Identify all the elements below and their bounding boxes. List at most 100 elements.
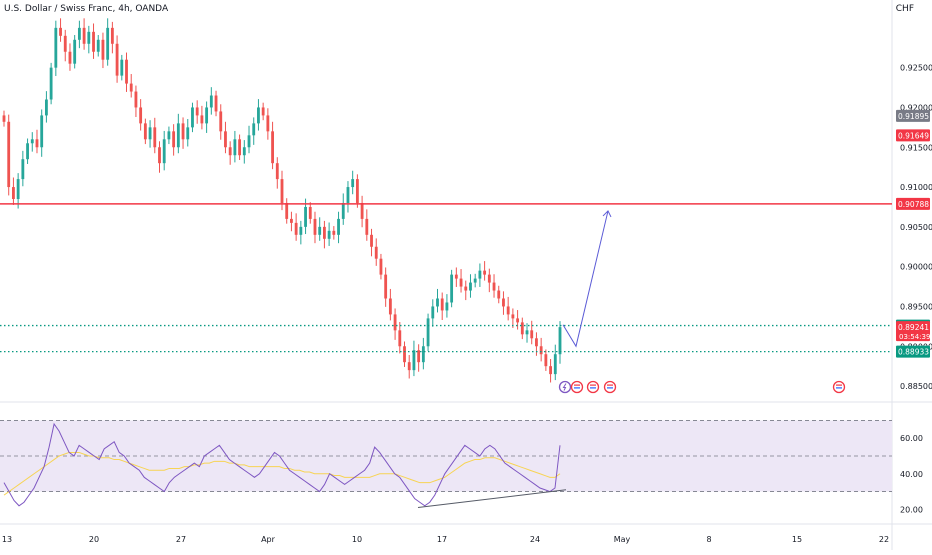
rsi-divergence-line <box>417 489 567 509</box>
price-label-bg <box>896 109 930 122</box>
rsi-line <box>3 422 561 507</box>
candle-body <box>219 111 223 132</box>
projection-path <box>562 210 609 348</box>
candle-body <box>242 147 246 156</box>
candle-body <box>506 306 510 315</box>
candle-body <box>304 206 307 227</box>
candle-body <box>186 127 190 140</box>
candle-body <box>516 318 520 323</box>
candle-body <box>445 302 449 311</box>
candle-body <box>247 135 251 148</box>
candle-body <box>257 107 260 124</box>
event-flash-icon <box>558 380 572 394</box>
candle-body <box>544 354 548 367</box>
time-tick-label: 13 <box>2 535 12 544</box>
candle-body <box>275 163 279 180</box>
event-flag-icon <box>570 380 584 394</box>
candle-body <box>134 91 138 108</box>
candle-body <box>426 318 430 347</box>
candle-body <box>313 218 317 235</box>
price-label-badge: 0.91895 <box>896 109 930 122</box>
candle-body <box>209 95 213 108</box>
candle-body <box>181 123 185 140</box>
candles-group <box>2 18 562 383</box>
candle-body <box>59 27 62 36</box>
candle-body <box>553 354 557 375</box>
candle-body <box>26 143 29 160</box>
price-label-bg <box>896 129 930 142</box>
candle-body <box>16 179 20 199</box>
chart-title: U.S. Dollar / Swiss Franc, 4h, OANDA <box>4 4 169 14</box>
candle-body <box>535 338 538 347</box>
rsi-ma-line <box>3 451 561 496</box>
candle-body <box>261 107 265 116</box>
candle-body <box>101 39 105 60</box>
candle-body <box>360 202 364 219</box>
candle-body <box>327 230 331 239</box>
candle-body <box>337 218 340 235</box>
candle-body <box>49 67 53 100</box>
price-tick-label: 0.90500 <box>900 223 932 232</box>
candle-body <box>421 346 425 363</box>
candle-body <box>228 147 232 156</box>
candle-body <box>214 95 218 112</box>
candle-body <box>384 274 388 299</box>
candle-body <box>530 330 534 339</box>
candle-body <box>539 346 543 355</box>
candle-body <box>63 35 67 52</box>
candle-body <box>266 115 270 132</box>
time-tick-label: 8 <box>706 535 711 544</box>
price-label-text: 0.89241 <box>898 323 929 332</box>
candle-body <box>341 202 345 219</box>
candle-body <box>7 121 11 188</box>
price-label-badge: 0.90788 <box>896 197 930 210</box>
candle-body <box>172 131 176 148</box>
event-flag-icon <box>832 380 846 394</box>
candle-body <box>318 226 322 235</box>
candle-body <box>469 282 472 291</box>
candle-body <box>40 115 44 148</box>
time-tick-label: 20 <box>89 535 99 544</box>
price-tick-label: 0.89500 <box>900 302 932 311</box>
candle-body <box>388 298 392 315</box>
candle-body <box>233 139 237 156</box>
price-label-badge: 0.91649 <box>896 129 930 142</box>
candle-body <box>21 159 25 180</box>
event-flag-icon <box>603 380 617 394</box>
time-tick-label: 10 <box>352 535 362 544</box>
rsi-tick-label: 40.00 <box>900 470 923 479</box>
candle-body <box>271 131 274 164</box>
candle-body <box>290 218 293 223</box>
candle-body <box>82 27 86 44</box>
candle-body <box>558 327 562 355</box>
candle-body <box>44 99 48 116</box>
projection-arrowhead <box>602 210 612 218</box>
candle-body <box>440 298 444 311</box>
candle-body <box>77 27 81 40</box>
candle-body <box>520 322 524 335</box>
candle-body <box>153 127 157 148</box>
price-label-text: 0.88933 <box>898 348 929 357</box>
candle-body <box>473 278 477 283</box>
candle-body <box>73 39 77 64</box>
candle-body <box>412 350 416 371</box>
price-tick-label: 0.92500 <box>900 64 932 73</box>
currency-label: CHF <box>895 4 914 14</box>
candle-body <box>162 139 166 164</box>
candle-body <box>252 123 256 136</box>
rsi-tick-label: 20.00 <box>900 505 923 514</box>
countdown-label: 03:54:39 <box>899 333 930 341</box>
price-label-text: 0.91895 <box>898 112 929 121</box>
candle-body <box>200 115 204 124</box>
candle-body <box>125 59 128 84</box>
candle-body <box>12 187 15 199</box>
candle-body <box>483 270 487 275</box>
candle-body <box>143 123 147 140</box>
candle-body <box>374 246 378 259</box>
candle-body <box>403 346 406 363</box>
candle-body <box>370 234 373 247</box>
candle-body <box>35 139 39 148</box>
